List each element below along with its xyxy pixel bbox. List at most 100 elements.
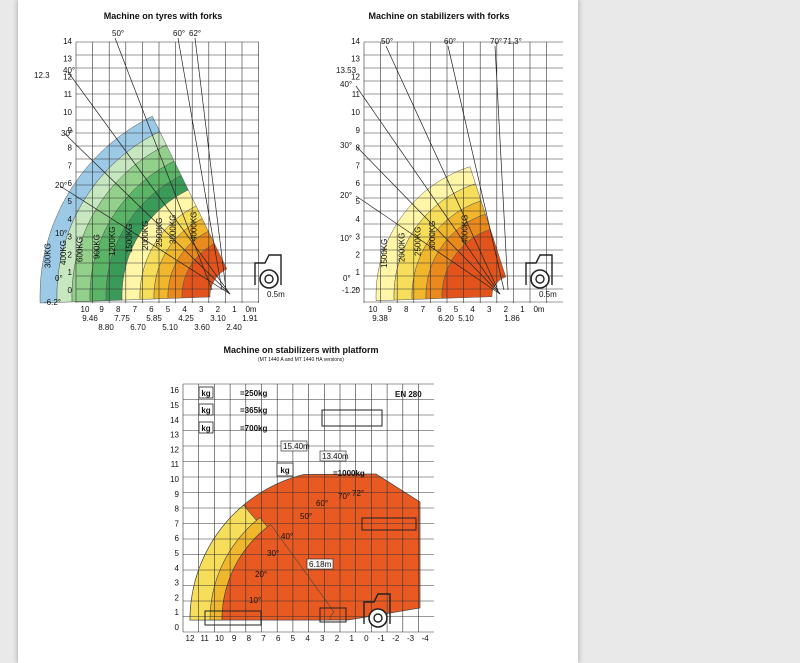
chart3-dim-box [280,440,308,452]
chart3-x-tick: -1 [378,634,386,643]
chart1-zone-label: 2500KG [155,218,164,247]
chart2-angle-label: 20° [340,191,352,200]
chart3-y-tick: 7 [175,519,180,528]
chart2-y-tick: 10 [351,108,360,117]
chart3-load-box [276,462,294,477]
chart3-standard: EN 280 [395,390,422,399]
chart1-y-tick: 1 [68,268,73,277]
chart1-angle-label: 20° [55,181,67,190]
chart2-y-tick: 14 [351,37,360,46]
chart2-x-tick: 7 [421,305,426,314]
chart1-x-tick: 6 [149,305,154,314]
chart3-angle-label: 30° [267,549,279,558]
chart3-y-tick: 2 [175,593,180,602]
chart3-machine-hub [373,613,383,623]
chart2-x-tick: 10 [369,305,378,314]
chart1-zone-label: 400KG [59,240,68,265]
chart2-angle-label: 0° [343,274,351,283]
chart3-y-tick: 9 [175,490,180,499]
chart1-angle-label: 50° [112,29,124,38]
chart3-y-tick: 12 [170,445,179,454]
chart2-x-tick: 8 [404,305,409,314]
chart1-x-sublabel: 9.46 [82,314,98,323]
chart1-x-tick: 8 [116,305,121,314]
chart2-x-tick: 4 [470,305,475,314]
chart3-angle-label: 20° [255,570,267,579]
chart2-x-sublabel: 6.20 [438,314,454,323]
chart3-dim-label: 6.18m [309,560,332,569]
chart3-load-label: =365kg [240,406,267,415]
chart2-x-tick: 5 [454,305,459,314]
chart3-y-tick: 15 [170,401,179,410]
chart2-x-sublabel: 9.38 [372,314,388,323]
chart3-kg-symbol: kg [280,466,289,475]
chart1-angle-label: 60° [173,29,185,38]
chart2-top-label: 13.53 [336,66,357,75]
chart1-x-sublabel: 2.40 [226,323,242,332]
chart2-x-tick: 2 [504,305,509,314]
chart1-zone-label: 3000KG [169,215,178,244]
chart2-x-tick: 6 [437,305,442,314]
chart3-title: Machine on stabilizers with platform [223,345,378,355]
chart2-zone-label: 2000KG [398,233,407,262]
chart1-zone-label: 900KG [92,234,101,259]
chart2-angle-label: 50° [381,37,393,46]
chart1-x-sublabel: 5.10 [162,323,178,332]
chart1-y-tick: 12 [63,72,72,81]
chart2-angle-label: 30° [340,141,352,150]
chart2-angle-ray [355,85,501,295]
chart1-top-label: 12.3 [34,71,50,80]
chart3-x-tick: 8 [247,634,252,643]
chart3-basket-left [204,610,262,626]
chart2-angle-label: 71.3° [503,37,522,46]
chart2-machine-outline [525,254,553,285]
chart3-x-tick: 12 [186,634,195,643]
chart2-y-tick: 5 [356,197,361,206]
chart3-basket-top [321,409,383,427]
chart1-x-sublabel: 3.60 [194,323,210,332]
chart2-angle-ray [447,45,505,291]
chart1-angle-ray [59,185,231,295]
chart2-y-tick: 0 [356,286,361,295]
chart3-machine-outline [363,593,391,624]
chart3-x-tick: 3 [320,634,325,643]
chart1-title: Machine on tyres with forks [104,11,223,21]
chart1-x-sublabel: 8.80 [98,323,114,332]
chart3-kg-symbol: kg [201,424,210,433]
chart2-angle-ray [494,45,509,291]
chart3-x-tick: 7 [261,634,266,643]
chart1-y-tick: 6 [68,179,73,188]
chart1-x-tick: 4 [182,305,187,314]
chart3-x-tick: 0 [364,634,369,643]
chart1-x-tick: 9 [99,305,104,314]
chart3-y-tick: 0 [175,623,180,632]
chart3-basket-home [319,607,347,623]
chart1-zone-label: 1500KG [125,224,134,253]
chart1-x-sublabel: 7.75 [114,314,130,323]
chart3-y-tick: 8 [175,505,180,514]
chart1-zone-label: 4000KG [189,212,198,241]
chart2-zone-label: 3000KG [428,221,437,250]
chart1-zone-label: 2000KG [141,221,150,250]
chart2-x-sublabel: 5.10 [458,314,474,323]
chart2-y-tick: 7 [356,161,361,170]
chart1-angle-ray [67,71,231,295]
chart2-y-tick: 12 [351,72,360,81]
chart3-y-tick: 14 [170,416,179,425]
chart1-zone-label: 300KG [43,243,52,268]
chart3-x-tick: 11 [201,634,210,643]
chart1-x-tick: 5 [166,305,171,314]
chart1-y-tick: 4 [68,215,73,224]
chart2-y-tick: 13 [351,55,360,64]
chart2-y-tick: 2 [356,250,361,259]
chart2-y-tick: 6 [356,179,361,188]
chart3-x-tick: 6 [276,634,281,643]
chart1-x-tick: 7 [133,305,138,314]
chart1-y-tick: 10 [63,108,72,117]
chart2-x-tick: 9 [387,305,392,314]
chart-stabilizers-forks: Machine on stabilizers with forks 1500KG… [336,11,563,323]
chart1-y-tick: 8 [68,144,73,153]
chart3-load-box [198,421,214,434]
chart1-angle-label: 62° [189,29,201,38]
